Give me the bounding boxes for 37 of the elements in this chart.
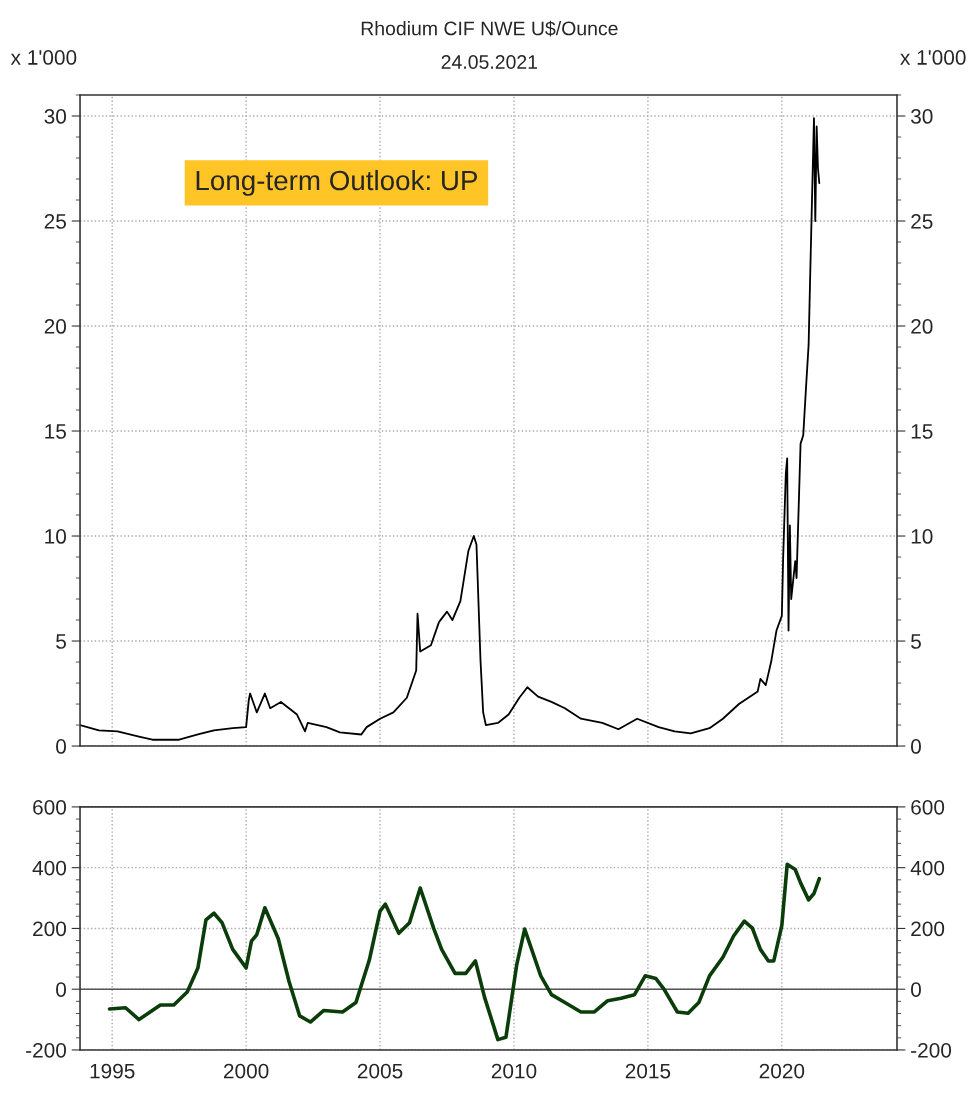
y-tick-label: 0 — [56, 982, 67, 997]
y2-tick-label: 30 — [910, 109, 933, 124]
y2-tick-label: 15 — [911, 424, 933, 439]
y-tick-label: 0 — [56, 739, 67, 754]
y-tick-label: 25 — [44, 214, 66, 229]
line-series — [107, 862, 822, 1042]
y-tick-label: 30 — [44, 109, 67, 124]
y2-tick-label: 10 — [911, 529, 933, 544]
y-tick-label: 200 — [33, 921, 67, 937]
x-tick-label: 1995 — [90, 1063, 135, 1079]
y2-tick-label: 400 — [910, 860, 945, 876]
line-series — [80, 117, 821, 741]
x-tick-label: 2000 — [223, 1063, 269, 1079]
y2-tick-label: 20 — [911, 319, 933, 334]
y2-tick-label: 600 — [911, 799, 945, 815]
annotation: Long-term Outlook: UP — [196, 169, 478, 196]
y-tick-label: 10 — [45, 529, 67, 544]
x-tick-label: 2005 — [357, 1063, 403, 1079]
y2-tick-label: 25 — [911, 214, 933, 229]
y-tick-label: 5 — [56, 634, 66, 649]
x-tick-label: 2015 — [625, 1063, 671, 1079]
y-tick-label: 15 — [45, 424, 66, 439]
y-axis-title: x 1'000 — [10, 50, 77, 65]
y2-tick-label: 5 — [911, 634, 921, 649]
y2-tick-label: 0 — [911, 982, 921, 997]
y-tick-label: 400 — [32, 860, 67, 876]
x-tick-label: 2020 — [759, 1063, 805, 1079]
y2-tick-label: 0 — [911, 739, 921, 754]
y2-tick-label: -200 — [911, 1042, 952, 1058]
y2-tick-label: 200 — [911, 921, 945, 937]
x-tick-label: 2010 — [491, 1063, 537, 1079]
chart-title: Rhodium CIF NWE U$/Ounce — [361, 20, 618, 37]
chart-subtitle: 24.05.2021 — [441, 55, 538, 69]
y-tick-label: 20 — [44, 319, 67, 334]
y-tick-label: 600 — [33, 799, 67, 815]
y-tick-label: -200 — [26, 1042, 67, 1058]
y2-axis-title: x 1'000 — [900, 50, 966, 65]
